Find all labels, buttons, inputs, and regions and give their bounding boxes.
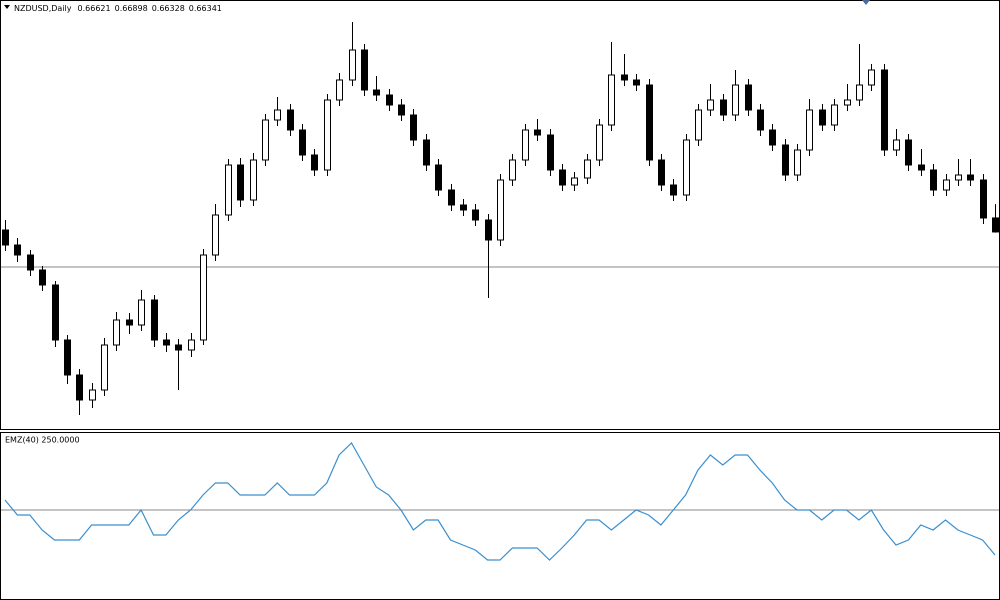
candle-body <box>485 219 492 241</box>
candle-body <box>782 144 789 176</box>
candle-body <box>695 109 702 141</box>
candle-body <box>571 177 578 186</box>
candle-body <box>955 174 962 181</box>
candle-body <box>175 344 182 351</box>
indicator-panel <box>0 432 1000 600</box>
candle-body <box>881 69 888 151</box>
candle-body <box>745 84 752 111</box>
candle-body <box>819 109 826 126</box>
candle-body <box>856 84 863 101</box>
candle-body <box>905 139 912 166</box>
candle-body <box>237 164 244 201</box>
candle-body <box>200 254 207 341</box>
candle-body <box>410 114 417 141</box>
candle-body <box>250 159 257 201</box>
candle-body <box>596 124 603 161</box>
candle-body <box>324 99 331 171</box>
candle-body <box>806 109 813 151</box>
candle-body <box>757 109 764 131</box>
candle-body <box>769 129 776 146</box>
candle-body <box>720 99 727 116</box>
candle-body <box>126 319 133 326</box>
candle-body <box>336 79 343 101</box>
indicator-title: EMZ(40) 250.0000 <box>5 436 80 445</box>
candle-body <box>423 139 430 166</box>
candle-body <box>274 109 281 121</box>
candle-body <box>707 99 714 111</box>
candle-body <box>27 254 34 271</box>
candle-body <box>14 244 21 256</box>
candle-body <box>980 179 987 219</box>
candle-body <box>868 69 875 86</box>
candle-body <box>584 159 591 179</box>
candle-body <box>509 159 516 181</box>
candle-body <box>349 49 356 81</box>
candle-body <box>435 164 442 191</box>
low: 0.66328 <box>152 4 185 13</box>
candle-body <box>472 209 479 221</box>
candle-body <box>633 79 640 86</box>
candle-body <box>930 169 937 191</box>
candle-body <box>992 217 999 233</box>
candle-body <box>893 139 900 151</box>
symbol-header: NZDUSD,Daily 0.66621 0.66898 0.66328 0.66341 <box>14 4 222 13</box>
candle-body <box>138 299 145 326</box>
candle-body <box>262 119 269 161</box>
candle-body <box>101 344 108 391</box>
candle-body <box>732 84 739 116</box>
candle-body <box>967 174 974 181</box>
candle-body <box>188 339 195 351</box>
candle-body <box>361 49 368 91</box>
candle-body <box>658 159 665 186</box>
candle-body <box>547 134 554 171</box>
shift-marker <box>862 0 870 5</box>
candle-body <box>64 339 71 376</box>
candle-body <box>794 149 801 176</box>
candle-body <box>670 184 677 196</box>
indicator-line <box>4 442 996 561</box>
candle-body <box>225 164 232 216</box>
candle-body <box>2 229 9 246</box>
collapse-arrow[interactable] <box>4 5 10 9</box>
candle-body <box>534 129 541 136</box>
symbol: NZDUSD,Daily <box>14 4 72 13</box>
candle-body <box>373 89 380 96</box>
candle-body <box>918 164 925 171</box>
candle-body <box>522 129 529 161</box>
candle-body <box>39 269 46 286</box>
candle-body <box>212 214 219 256</box>
candle-body <box>52 284 59 341</box>
candle-body <box>311 154 318 171</box>
candle-body <box>831 104 838 126</box>
candle-body <box>89 389 96 401</box>
candle-body <box>646 84 653 161</box>
candle-body <box>386 94 393 106</box>
candle-body <box>299 129 306 156</box>
candle-body <box>559 169 566 186</box>
candle-body <box>448 189 455 206</box>
candle-body <box>497 179 504 241</box>
close: 0.66341 <box>189 4 222 13</box>
candle-body <box>398 104 405 116</box>
candle-body <box>683 139 690 196</box>
candle-body <box>844 99 851 106</box>
candle-body <box>608 74 615 126</box>
candle-body <box>287 109 294 131</box>
candle-body <box>151 299 158 341</box>
candle-body <box>113 319 120 346</box>
candle-body <box>76 374 83 401</box>
candle-body <box>943 179 950 191</box>
candle-body <box>163 339 170 346</box>
candle-body <box>460 204 467 211</box>
high: 0.66898 <box>115 4 148 13</box>
candle-body <box>621 74 628 81</box>
open: 0.66621 <box>78 4 111 13</box>
